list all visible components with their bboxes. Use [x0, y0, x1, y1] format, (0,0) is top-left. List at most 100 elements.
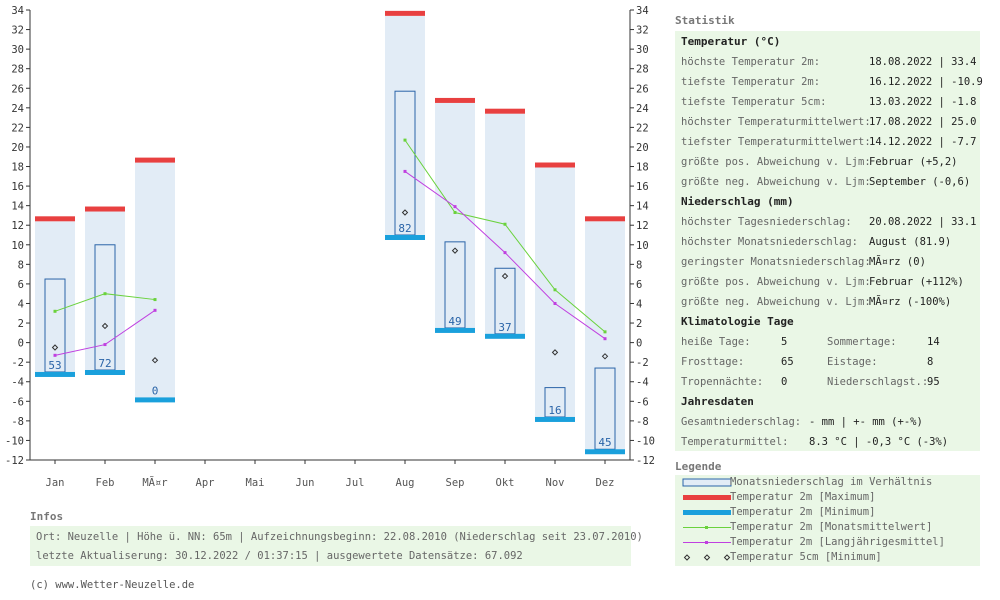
y-tick-label-right: 6	[636, 279, 642, 291]
tage-row: heiße Tage: 5 Sommertage: 14	[681, 333, 976, 351]
y-tick-label-right: 12	[636, 220, 649, 232]
stat-value: 16.12.2022 | -10.9	[869, 76, 983, 88]
y-tick-label-left: 28	[11, 64, 24, 76]
x-tick-label: Jan	[46, 477, 65, 489]
tage-row: Frosttage: 65 Eistage: 8	[681, 353, 976, 371]
temp-min-cap	[35, 371, 75, 377]
mittel-point	[53, 309, 57, 313]
stat-label: größte neg. Abweichung v. Ljm:	[681, 176, 871, 188]
y-tick-label-left: 34	[11, 5, 24, 17]
temp-max-cap	[35, 216, 75, 222]
info-line-1: Ort: Neuzelle | Höhe ü. NN: 65m | Aufzei…	[36, 531, 643, 543]
temp-max-cap	[435, 97, 475, 103]
y-tick-label-right: 16	[636, 181, 649, 193]
temp-max-cap	[85, 206, 125, 212]
ljm-point	[103, 343, 107, 347]
legend-label: Temperatur 2m [Maximum]	[730, 491, 876, 503]
y-tick-label-left: 22	[11, 122, 24, 134]
y-tick-label-left: 14	[11, 201, 24, 213]
temp-min-cap	[585, 449, 625, 455]
tage-value: 0	[781, 376, 788, 388]
y-tick-label-left: 26	[11, 83, 24, 95]
y-tick-label-right: -8	[636, 416, 649, 428]
stat-label: größte neg. Abweichung v. Ljm:	[681, 296, 871, 308]
y-tick-label-left: -12	[5, 455, 24, 467]
mittel-point	[453, 211, 457, 214]
x-tick-label: Mai	[246, 477, 265, 489]
y-tick-label-left: -2	[11, 357, 24, 369]
legende-panel: Monatsniederschlag im Verhältnis Tempera…	[675, 475, 980, 566]
y-tick-label-right: 10	[636, 240, 649, 252]
y-tick-label-left: 0	[18, 338, 24, 350]
legend-precip-symbol	[682, 478, 732, 487]
y-tick-label-left: 6	[18, 279, 24, 291]
mittel-point	[503, 222, 507, 226]
infos-title: Infos	[30, 510, 64, 523]
statistik-panel: Temperatur (°C) höchste Temperatur 2m: 18…	[675, 31, 983, 451]
legend-label: Temperatur 5cm [Minimum]	[730, 551, 882, 563]
temp-5cm-min-marker	[151, 357, 159, 364]
tage-value: 5	[781, 336, 788, 348]
y-tick-label-left: 12	[11, 220, 24, 232]
y-tick-label-right: 32	[636, 25, 649, 37]
temp-max-cap	[385, 10, 425, 16]
tage-row: Tropennächte: 0 Niederschlagst.: 95	[681, 373, 976, 391]
tage-label: Eistage:	[827, 356, 878, 368]
legend-ljm-symbol	[683, 541, 731, 544]
temp-min-cap	[385, 235, 425, 240]
y-tick-label-right: 22	[636, 122, 649, 134]
temp-5cm-min-marker	[501, 272, 509, 280]
ljm-point	[503, 251, 507, 255]
stat-label: Gesamtniederschlag:	[681, 416, 802, 428]
precip-value-label: 45	[598, 436, 611, 449]
temp-5cm-min-marker	[451, 247, 459, 254]
stat-value: August (81.9)	[869, 236, 952, 248]
stat-row: höchster Monatsniederschlag: August (81.9…	[681, 233, 976, 251]
stat-value: 14.12.2022 | -7.7	[869, 136, 977, 148]
stat-label: tiefste Temperatur 5cm:	[681, 96, 827, 108]
ljm-point	[603, 337, 607, 341]
y-tick-label-left: 4	[18, 298, 24, 310]
x-tick-label: Feb	[96, 477, 115, 489]
copyright: (c) www.Wetter-Neuzelle.de	[30, 579, 195, 591]
y-tick-label-right: 14	[636, 201, 649, 213]
mittel-point	[553, 288, 557, 292]
tage-label: heiße Tage:	[681, 336, 751, 348]
tage-label: Frosttage:	[681, 356, 745, 368]
tage-heading: Klimatologie Tage	[681, 315, 794, 328]
stat-row: tiefste Temperatur 5cm: 13.03.2022 | -1.8	[681, 93, 976, 111]
stat-value: 18.08.2022 | 33.4	[869, 56, 977, 68]
temp-min-cap	[485, 333, 525, 339]
legend-label: Temperatur 2m [Minimum]	[730, 506, 876, 518]
mittel-point	[103, 292, 107, 296]
y-tick-label-left: -6	[11, 396, 24, 408]
stat-row: höchster Temperaturmittelwert: 17.08.2022…	[681, 113, 976, 131]
stat-value: 13.03.2022 | -1.8	[869, 96, 977, 108]
temp-min-cap	[85, 370, 125, 375]
y-tick-label-left: 24	[11, 103, 24, 115]
y-tick-label-left: 16	[11, 181, 24, 193]
x-tick-label: MÃ¤r	[142, 476, 167, 489]
mittel-point	[603, 330, 607, 334]
precip-value-label: 37	[498, 321, 511, 334]
stat-row: größte pos. Abweichung v. Ljm: Februar (+…	[681, 153, 976, 171]
temp-range-band	[535, 167, 575, 417]
stat-row: tiefste Temperatur 2m: 16.12.2022 | -10.9	[681, 73, 983, 91]
ljm-point	[453, 205, 457, 209]
y-tick-label-right: -12	[636, 455, 655, 467]
infos-panel: Ort: Neuzelle | Höhe ü. NN: 65m | Aufzei…	[30, 526, 643, 566]
temp-max-cap	[485, 108, 525, 114]
stat-label: höchste Temperatur 2m:	[681, 56, 821, 68]
x-tick-label: Okt	[496, 477, 515, 489]
x-tick-label: Nov	[546, 477, 565, 489]
x-tick-label: Jun	[296, 477, 315, 489]
tage-value: 14	[927, 336, 940, 348]
temp-max-cap	[135, 157, 175, 163]
stat-value: 8.3 °C | -0,3 °C (-3%)	[809, 436, 949, 448]
stat-row: Gesamtniederschlag: - mm | +- mm (+-%)	[681, 413, 976, 431]
tage-value: 95	[927, 376, 940, 388]
y-tick-label-right: 30	[636, 44, 649, 56]
y-tick-label-left: 30	[11, 44, 24, 56]
y-tick-label-right: 2	[636, 318, 642, 330]
legend-5cm-symbol	[683, 554, 731, 561]
